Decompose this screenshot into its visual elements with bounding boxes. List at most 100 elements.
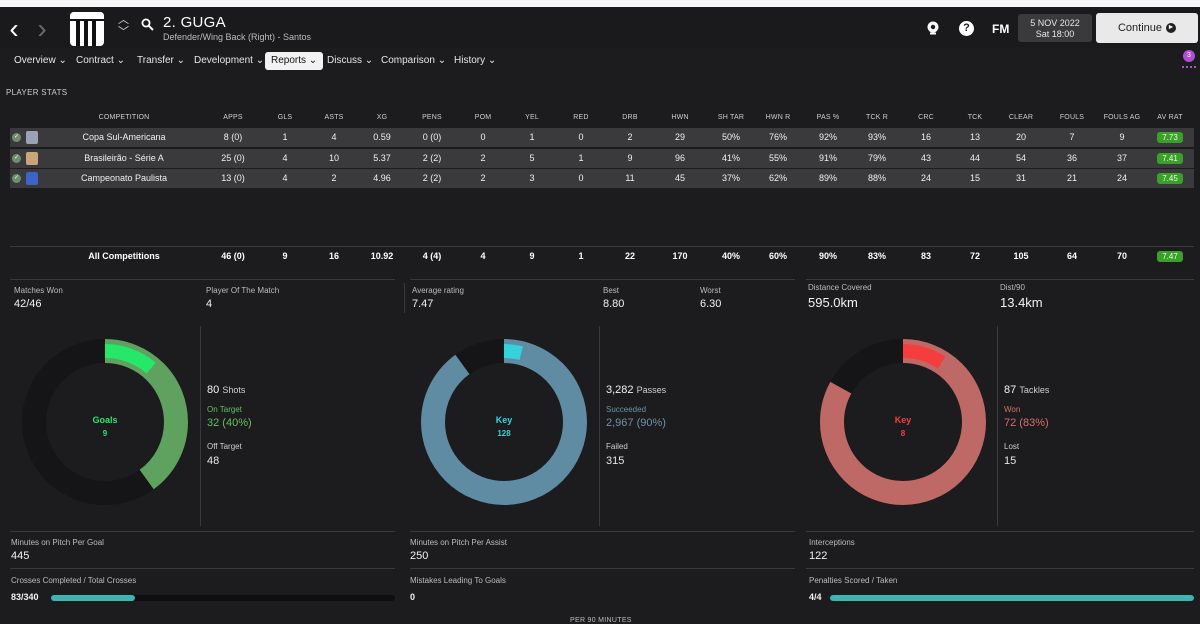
total-cell-pas-: 90% (818, 251, 838, 261)
summary-divider-2 (410, 279, 795, 280)
game-date[interactable]: 5 NOV 2022 Sat 18:00 (1018, 14, 1092, 42)
tackles-donut[interactable]: Key 8 (818, 337, 988, 507)
search-icon[interactable] (141, 18, 154, 31)
table-row[interactable]: ✓ Brasileirão - Série A 25 (0) 4 10 5.37 2 (2)… (10, 148, 1194, 168)
cell-fouls-ag: 24 (1116, 173, 1128, 183)
mpg-value: 445 (11, 550, 30, 562)
total-cell-sh-tar: 40% (721, 251, 741, 261)
player-switch-icon[interactable]: ︿ ﹀ (118, 14, 129, 38)
col-header-3[interactable]: ASTS (324, 114, 344, 121)
col-header-7[interactable]: YEL (525, 114, 539, 121)
cell-xg: 0.59 (373, 132, 391, 142)
continue-arrow-icon: ► (1166, 23, 1177, 34)
window-top-edge (0, 0, 1200, 7)
cell-fouls: 7 (1069, 132, 1075, 142)
table-row[interactable]: ✓ Campeonato Paulista 13 (0) 4 2 4.96 2 (2) 2 3 0… (10, 169, 1194, 188)
passes-donut[interactable]: Key 128 (419, 337, 589, 507)
cell-red: 0 (578, 132, 584, 142)
best-value: 8.80 (603, 298, 625, 310)
tackles-total: 87 Tackles (1004, 384, 1049, 396)
col-header-1[interactable]: APPS (223, 114, 243, 121)
cell-clear: 54 (1015, 152, 1027, 163)
cell-red: 1 (578, 152, 584, 163)
col-header-16[interactable]: TCK (967, 114, 983, 121)
passes-total-value: 3,282 (606, 384, 634, 396)
total-cell-tck-r: 83% (867, 251, 887, 261)
succeeded-value: 2,967 (90%) (606, 417, 666, 429)
help-icon[interactable]: ? (959, 21, 974, 36)
per90-heading: PER 90 MINUTES (570, 617, 632, 624)
notification-badge[interactable]: 3 (1183, 50, 1195, 62)
passes-total: 3,282 Passes (606, 384, 666, 396)
cell-hwn: 45 (674, 173, 686, 183)
menu-reports[interactable]: Reports ⌄ (265, 52, 324, 70)
club-crest-icon[interactable] (70, 12, 104, 46)
cell-tck-r: 93% (867, 132, 887, 142)
col-header-19[interactable]: FOULS AG (1103, 114, 1141, 121)
col-header-10[interactable]: HWN (671, 114, 689, 121)
menu-transfer[interactable]: Transfer ⌄ (137, 55, 186, 66)
cell-competition: Copa Sul-Americana (82, 132, 166, 142)
goals-donut[interactable]: Goals 9 (20, 337, 190, 507)
cell-crc: 43 (920, 152, 932, 163)
penalties-label: Penalties Scored / Taken (809, 576, 898, 585)
col-header-6[interactable]: POM (474, 114, 492, 121)
tackles-vline (997, 326, 998, 526)
on-target-value: 32 (40%) (207, 417, 252, 429)
total-cell-gls: 9 (282, 251, 288, 261)
total-row: All Competitions 46 (0) 9 16 10.92 4 (4) 4 9 1 22… (10, 247, 1194, 266)
cell-tck-r: 79% (867, 152, 887, 163)
col-header-17[interactable]: CLEAR (1008, 114, 1034, 121)
cell-competition: Campeonato Paulista (80, 173, 168, 183)
back-arrow-icon[interactable]: ‹ (9, 13, 19, 44)
col-header-11[interactable]: SH TAR (717, 114, 745, 121)
col-header-18[interactable]: FOULS (1059, 114, 1085, 121)
col-header-5[interactable]: PENS (422, 114, 442, 121)
cell-tck: 15 (969, 173, 981, 183)
bottom-divider-4 (10, 568, 395, 569)
col-header-13[interactable]: PAS % (816, 114, 840, 121)
mistakes-label: Mistakes Leading To Goals (410, 576, 506, 585)
total-cell-fouls-ag: 70 (1116, 251, 1128, 261)
col-header-9[interactable]: DRB (622, 114, 638, 121)
avg-rating-label: Average rating (412, 286, 464, 295)
total-cell-yel: 9 (529, 251, 535, 261)
won-label: Won (1004, 405, 1021, 414)
col-header-8[interactable]: RED (573, 114, 589, 121)
potm-label: Player Of The Match (206, 286, 280, 295)
cell-tck: 13 (969, 132, 981, 142)
total-cell-hwn: 170 (672, 251, 688, 261)
continue-button[interactable]: Continue ► (1096, 13, 1198, 43)
forward-arrow-icon[interactable]: › (37, 13, 47, 44)
cell-apps: 8 (0) (223, 132, 243, 142)
table-row[interactable]: ✓ Copa Sul-Americana 8 (0) 1 4 0.59 0 (0) 0 1 0 2 2… (10, 128, 1194, 147)
globe-icon[interactable] (925, 20, 941, 36)
col-header-4[interactable]: XG (376, 114, 388, 121)
menu-contract[interactable]: Contract ⌄ (76, 55, 125, 66)
menu-comparison[interactable]: Comparison ⌄ (381, 55, 447, 66)
col-header-20[interactable]: AV RAT (1157, 114, 1183, 121)
menu-discuss-label: Discuss (327, 55, 363, 66)
menu-discuss[interactable]: Discuss ⌄ (327, 55, 374, 66)
on-target-label: On Target (207, 405, 242, 414)
col-header-14[interactable]: TCK R (866, 114, 888, 121)
menu-development[interactable]: Development ⌄ (194, 55, 265, 66)
succeeded-label: Succeeded (606, 405, 647, 414)
potm-value: 4 (206, 298, 213, 310)
cell-pas-: 92% (818, 132, 838, 142)
menu-history[interactable]: History ⌄ (454, 55, 497, 66)
cell-fouls-ag: 37 (1116, 152, 1128, 163)
col-header-12[interactable]: HWN R (765, 114, 791, 121)
fm-icon[interactable]: FM (992, 22, 1010, 36)
won-value: 72 (83%) (1004, 417, 1049, 429)
col-header-0[interactable]: COMPETITION (98, 114, 150, 121)
col-header-2[interactable]: GLS (277, 114, 293, 121)
matches-won-label: Matches Won (14, 286, 63, 295)
cell-pas-: 91% (818, 152, 838, 163)
col-header-15[interactable]: CRC (918, 114, 934, 121)
menu-overview[interactable]: Overview ⌄ (14, 55, 67, 66)
tackles-center-label: Key (895, 415, 912, 425)
competition-logo-icon (26, 172, 38, 185)
cell-pens: 2 (2) (422, 173, 442, 183)
menu-comparison-label: Comparison (381, 55, 435, 66)
